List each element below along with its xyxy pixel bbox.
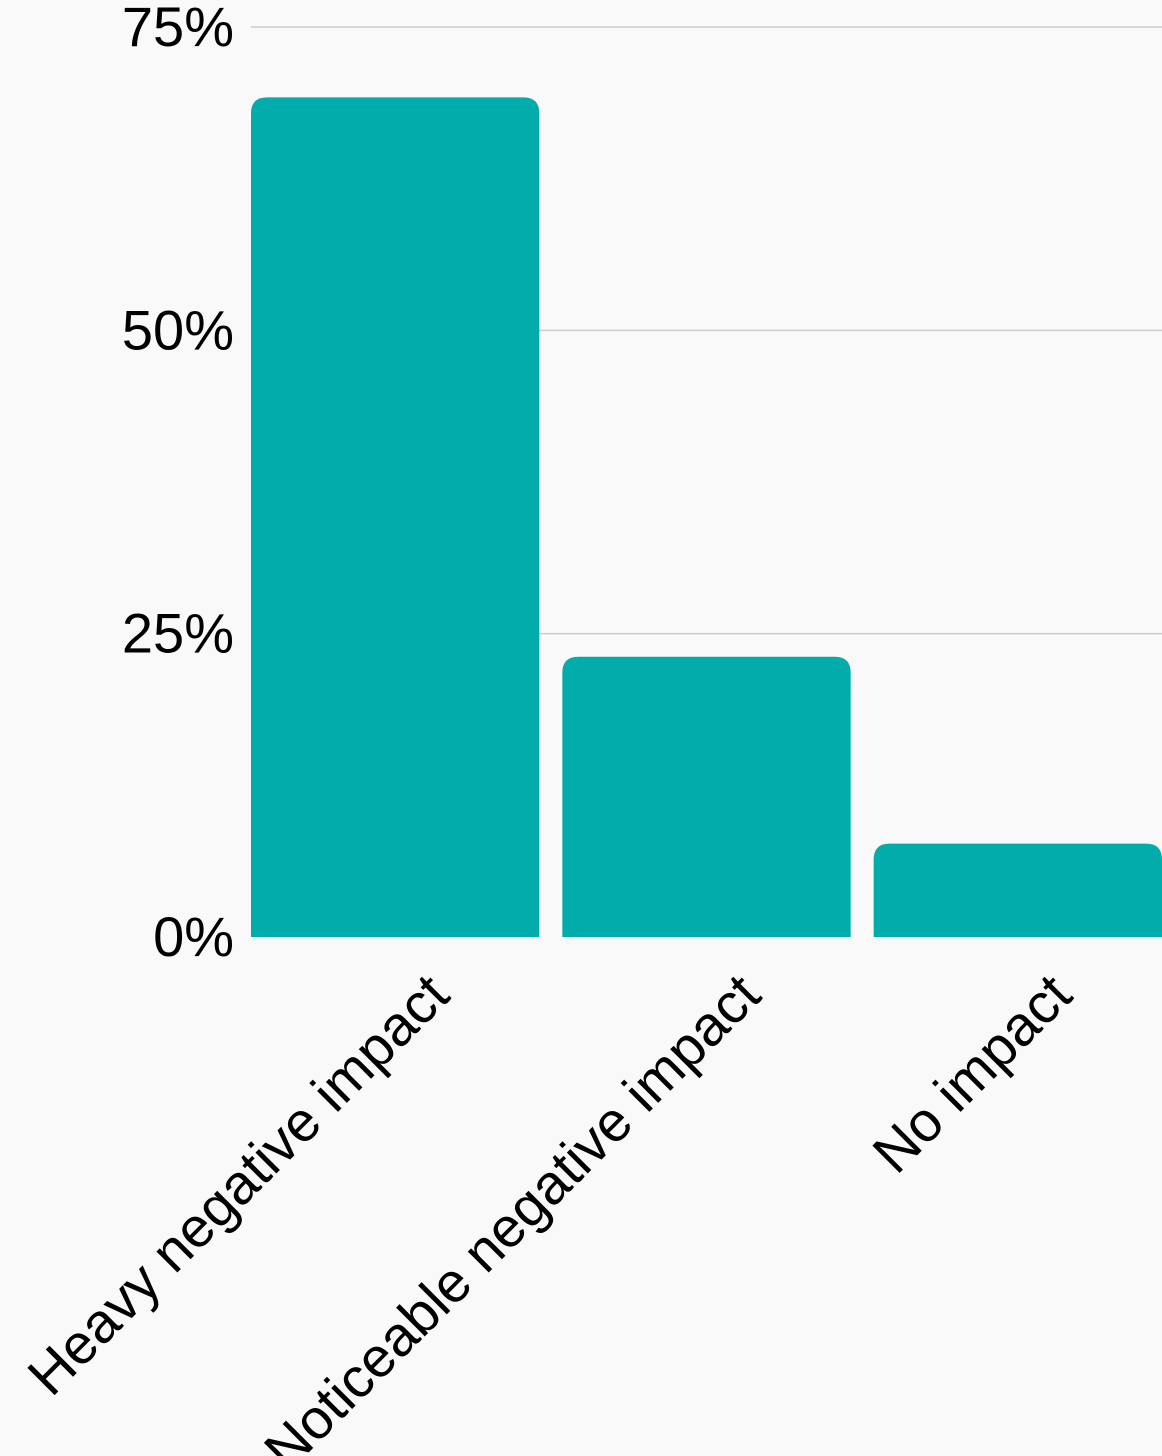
x-category-label: No impact <box>860 961 1083 1184</box>
y-tick-label: 50% <box>122 298 234 361</box>
y-axis-ticks: 0% 25% 50% 75% <box>122 0 234 968</box>
bar-heavy-negative-impact <box>251 97 539 937</box>
bar-noticeable-negative-impact <box>562 657 850 937</box>
y-tick-label: 0% <box>153 905 234 968</box>
y-tick-label: 25% <box>122 602 234 665</box>
bars <box>251 97 1162 937</box>
x-category-label: Noticeable negative impact <box>252 961 772 1456</box>
y-tick-label: 75% <box>122 0 234 58</box>
bar-no-impact <box>874 844 1162 937</box>
